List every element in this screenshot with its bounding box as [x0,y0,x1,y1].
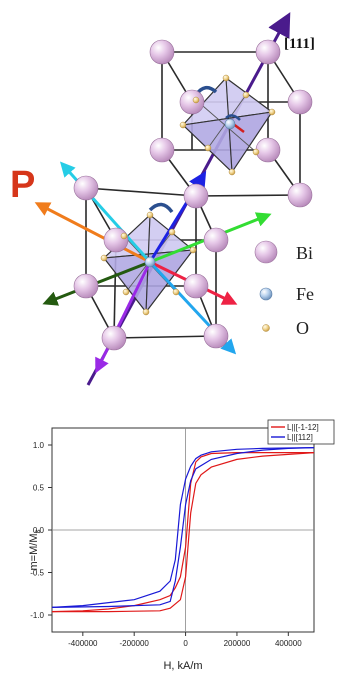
y-tick-label: 0.5 [33,484,45,493]
series-0-upper-branch [52,452,315,613]
crystal-structure-diagram: [111] P Bi Fe O [10,12,315,386]
y-axis-label-main: m=M/M [28,534,40,571]
series-1-upper-branch [51,447,315,608]
x-tick-label: -400000 [68,639,98,648]
y-tick-label: 0.0 [33,526,45,535]
fe-atom-upper [224,118,236,130]
ticks: -400000 -200000 0 200000 400000 -1.0 -0.5 0.0 0.… [30,441,302,648]
bi-atoms [73,39,313,351]
direction-label: [111] [284,36,315,52]
series-group [51,447,315,613]
legend-bi-label: Bi [296,243,313,263]
x-tick-label: 0 [183,639,188,648]
x-tick-label: 200000 [224,639,251,648]
arrow-violet [95,261,152,374]
fe-atom-lower [144,256,156,268]
legend-fe-swatch [259,287,273,301]
series-0-lower-branch [51,452,314,613]
legend-frame [267,419,335,445]
legend-o-swatch [262,324,270,332]
y-tick-label: -1.0 [30,611,44,620]
series-1-lower-branch [51,447,315,608]
atom-legend: Bi Fe O [254,240,314,338]
polarization-arrow-orange [34,202,151,264]
chart-legend: L||[-1-12]L||[112] [267,419,335,445]
legend-bi-swatch [254,240,278,264]
x-tick-label: 400000 [275,639,302,648]
x-tick-label: -200000 [120,639,150,648]
legend-o-label: O [296,318,309,338]
y-axis-label: m=M/Ms [28,530,42,571]
x-axis-label: H, kA/m [163,660,202,672]
legend-label-1: L||[112] [287,433,313,442]
y-axis-label-subscript: s [33,530,42,534]
y-tick-label: -0.5 [30,569,44,578]
upper-octahedron [181,76,274,174]
polarization-label: P [10,164,35,206]
rotation-arrow-lower-icon [148,202,174,214]
legend-fe-label: Fe [296,284,314,304]
arrow-dark-green [42,260,151,306]
y-tick-label: 1.0 [33,441,45,450]
o-atoms [100,74,276,316]
legend-label-0: L||[-1-12] [287,423,319,432]
